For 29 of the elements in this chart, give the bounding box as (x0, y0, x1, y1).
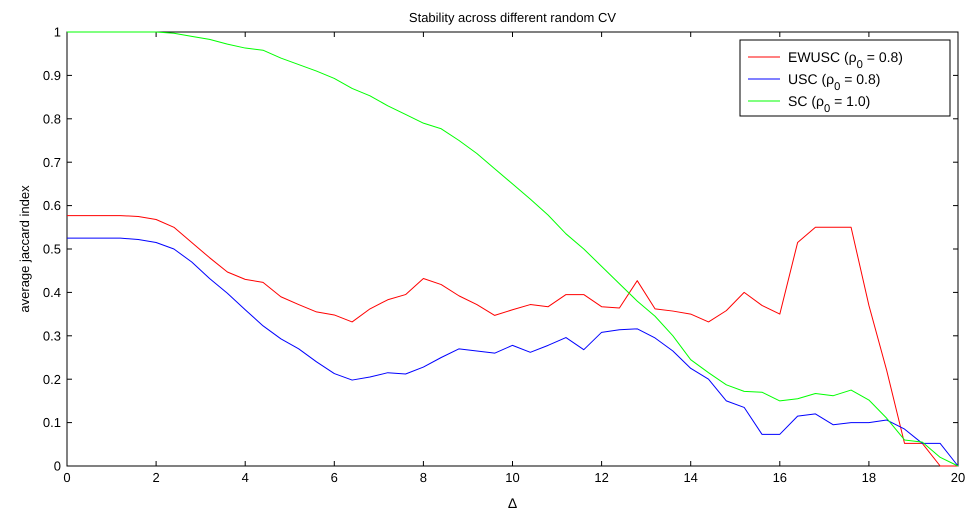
y-tick-label: 0.6 (42, 198, 61, 214)
y-axis-title: average jaccard index (17, 184, 32, 313)
line-series (66, 32, 958, 466)
x-tick-label: 12 (594, 470, 609, 485)
legend-label: USC (ρ$_{0}$ = 0.8) (788, 71, 880, 93)
y-tick-label: 0.4 (42, 284, 61, 300)
x-tick-label: 20 (950, 470, 966, 485)
legend-label: SC (ρ$_{0}$ = 1.0) (788, 93, 870, 115)
y-tick-label: 0 (54, 458, 61, 474)
y-tick-label: 0.1 (42, 415, 61, 430)
y-tick-label: 0.2 (42, 372, 61, 387)
x-tick-label: 2 (152, 470, 160, 485)
y-tick-label: 0.3 (42, 328, 61, 344)
x-tick-label: 14 (683, 470, 698, 485)
x-tick-label: 16 (772, 470, 788, 485)
x-tick-label: 6 (330, 470, 338, 485)
x-tick-label: 8 (420, 470, 428, 485)
y-tick-label: 0.7 (42, 154, 61, 170)
y-tick-label: 0.9 (42, 68, 61, 83)
x-tick-label: 18 (862, 470, 876, 485)
chart-title: Stability across different random CV (408, 10, 616, 25)
x-tick-label: 10 (505, 470, 520, 485)
x-axis-title: Δ (508, 495, 518, 511)
y-tick-label: 1 (54, 24, 61, 40)
x-tick-label: 0 (63, 470, 71, 485)
y-tick-label: 0.8 (42, 111, 61, 126)
y-tick-label: 0.5 (42, 242, 61, 257)
x-tick-label: 4 (242, 470, 249, 485)
legend-label: EWUSC (ρ$_{0}$ = 0.8) (788, 49, 903, 71)
